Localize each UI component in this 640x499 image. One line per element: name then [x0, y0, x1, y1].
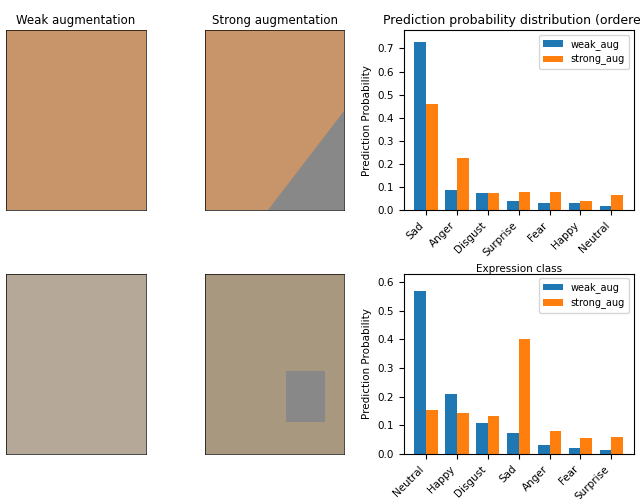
Bar	[457, 413, 468, 454]
Bar	[600, 450, 611, 454]
Bar	[457, 158, 468, 211]
Bar	[569, 203, 580, 211]
Bar	[507, 433, 518, 454]
Bar	[286, 371, 325, 422]
Bar	[414, 41, 426, 211]
Bar	[445, 394, 457, 454]
Title: Strong augmentation: Strong augmentation	[212, 14, 338, 27]
Bar	[569, 449, 580, 454]
Bar	[580, 438, 592, 454]
Bar	[507, 201, 518, 211]
Bar	[580, 201, 592, 211]
Y-axis label: Prediction Probability: Prediction Probability	[362, 308, 372, 419]
Bar	[488, 416, 499, 454]
Bar	[445, 190, 457, 211]
Bar	[518, 339, 531, 454]
Y-axis label: Prediction Probability: Prediction Probability	[362, 65, 372, 176]
Bar	[426, 104, 438, 211]
Polygon shape	[268, 111, 344, 211]
Bar	[476, 193, 488, 211]
Bar	[550, 431, 561, 454]
Bar	[600, 206, 611, 211]
Bar	[476, 423, 488, 454]
Bar	[518, 192, 531, 211]
X-axis label: Expression class: Expression class	[476, 263, 562, 273]
Legend: weak_aug, strong_aug: weak_aug, strong_aug	[540, 278, 628, 313]
Legend: weak_aug, strong_aug: weak_aug, strong_aug	[540, 35, 628, 69]
Title: Weak augmentation: Weak augmentation	[17, 14, 136, 27]
Bar	[550, 192, 561, 211]
Title: Prediction probability distribution (ordered): Prediction probability distribution (ord…	[383, 14, 640, 27]
Bar	[611, 196, 623, 211]
Bar	[488, 193, 499, 211]
Bar	[426, 410, 438, 454]
Bar	[538, 446, 550, 454]
Bar	[611, 437, 623, 454]
Bar	[538, 203, 550, 211]
Bar	[414, 291, 426, 454]
